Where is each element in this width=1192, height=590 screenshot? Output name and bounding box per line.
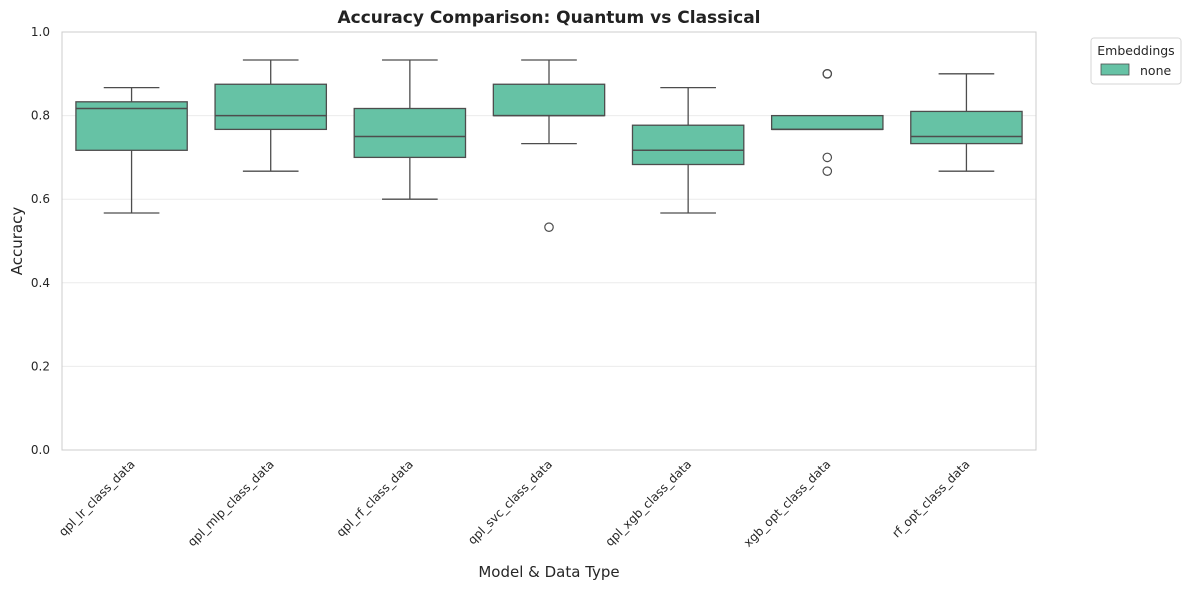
outlier-point: [822, 152, 833, 163]
box-xgb_opt_class_data: [770, 69, 884, 176]
x-tick-label: xgb_opt_class_data: [741, 457, 834, 550]
box-iqr: [631, 124, 745, 166]
y-axis-ticks: 0.0 0.2 0.4 0.6 0.8 1.0: [31, 25, 50, 457]
outlier-point: [822, 166, 833, 176]
x-tick-label: qpl_mlp_class_data: [185, 457, 277, 549]
y-tick-label: 0.8: [31, 109, 50, 123]
x-axis-ticks: qpl_lr_class_data qpl_mlp_class_data qpl_r…: [56, 457, 973, 550]
x-tick-label: rf_opt_class_data: [889, 457, 972, 540]
box-qpl_svc_class_data: [492, 59, 606, 233]
y-tick-label: 1.0: [31, 25, 50, 39]
boxes: [75, 59, 1023, 233]
y-tick-label: 0.2: [31, 359, 50, 373]
box-iqr: [353, 107, 467, 159]
box-qpl_rf_class_data: [353, 59, 467, 200]
y-tick-label: 0.4: [31, 276, 50, 290]
y-tick-label: 0.0: [31, 443, 50, 457]
outlier-point: [822, 69, 833, 79]
x-tick-label: qpl_lr_class_data: [56, 457, 138, 539]
x-tick-label: qpl_xgb_class_data: [603, 457, 695, 549]
box-iqr: [910, 110, 1023, 145]
legend-title: Embeddings: [1097, 43, 1174, 58]
legend: Embeddings none: [1090, 37, 1182, 85]
box-qpl_xgb_class_data: [631, 86, 745, 214]
box-rf_opt_class_data: [910, 73, 1023, 172]
x-tick-label: qpl_svc_class_data: [465, 457, 555, 547]
box-iqr: [214, 83, 328, 131]
x-tick-label: qpl_rf_class_data: [334, 457, 416, 539]
y-axis-label: Accuracy: [8, 207, 26, 276]
box-qpl_mlp_class_data: [214, 59, 328, 172]
y-tick-label: 0.6: [31, 192, 50, 206]
box-qpl_lr_class_data: [75, 86, 188, 214]
box-iqr: [492, 83, 606, 117]
outlier-point: [544, 222, 554, 233]
box-iqr: [75, 101, 188, 151]
chart-title: Accuracy Comparison: Quantum vs Classica…: [337, 8, 760, 28]
plot-frame: [61, 31, 1037, 451]
x-axis-label: Model & Data Type: [478, 563, 619, 581]
legend-entry-none: none: [1140, 63, 1171, 78]
legend-swatch-none: [1100, 63, 1130, 76]
box-iqr: [770, 114, 884, 131]
